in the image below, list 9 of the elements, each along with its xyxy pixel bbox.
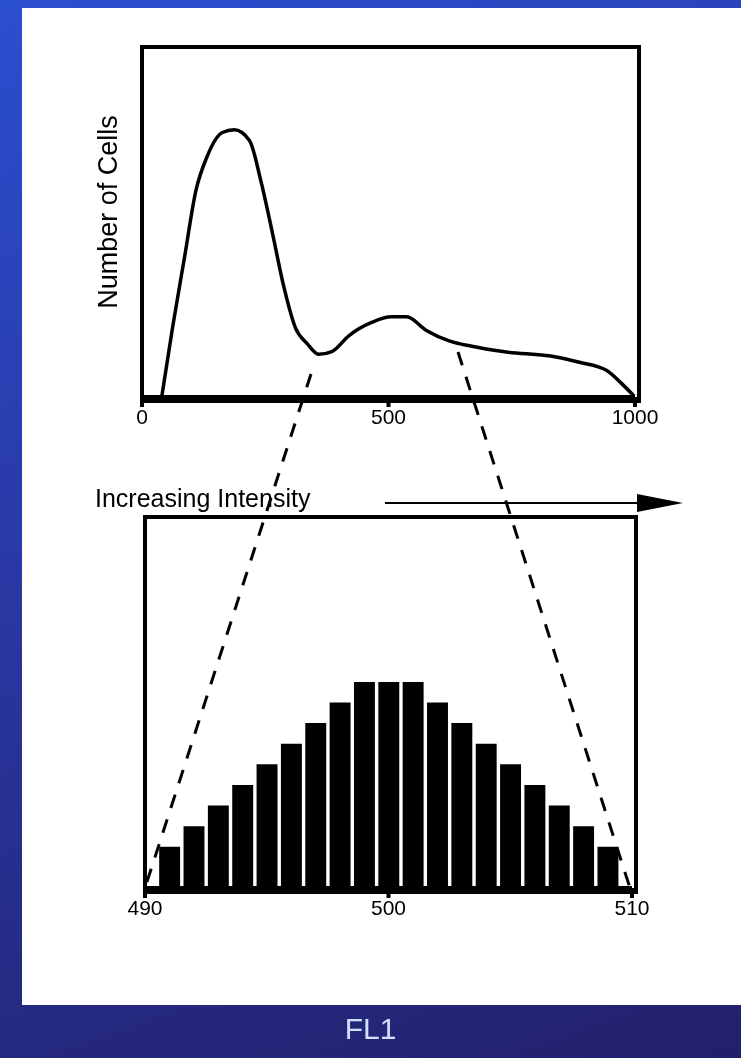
x-axis-title: FL1 — [343, 1012, 398, 1046]
x-tick-label: 500 — [370, 404, 407, 428]
x-tick-label: 500 — [370, 895, 407, 919]
x-tick-label: 1000 — [611, 404, 659, 428]
x-tick-label: 510 — [614, 895, 650, 919]
x-tick-label: 490 — [127, 895, 163, 919]
x-axis-title: Increasing Intensity — [95, 484, 311, 513]
y-axis-title: Number of Cells — [92, 115, 124, 309]
x-tick-label: 0 — [136, 404, 148, 428]
